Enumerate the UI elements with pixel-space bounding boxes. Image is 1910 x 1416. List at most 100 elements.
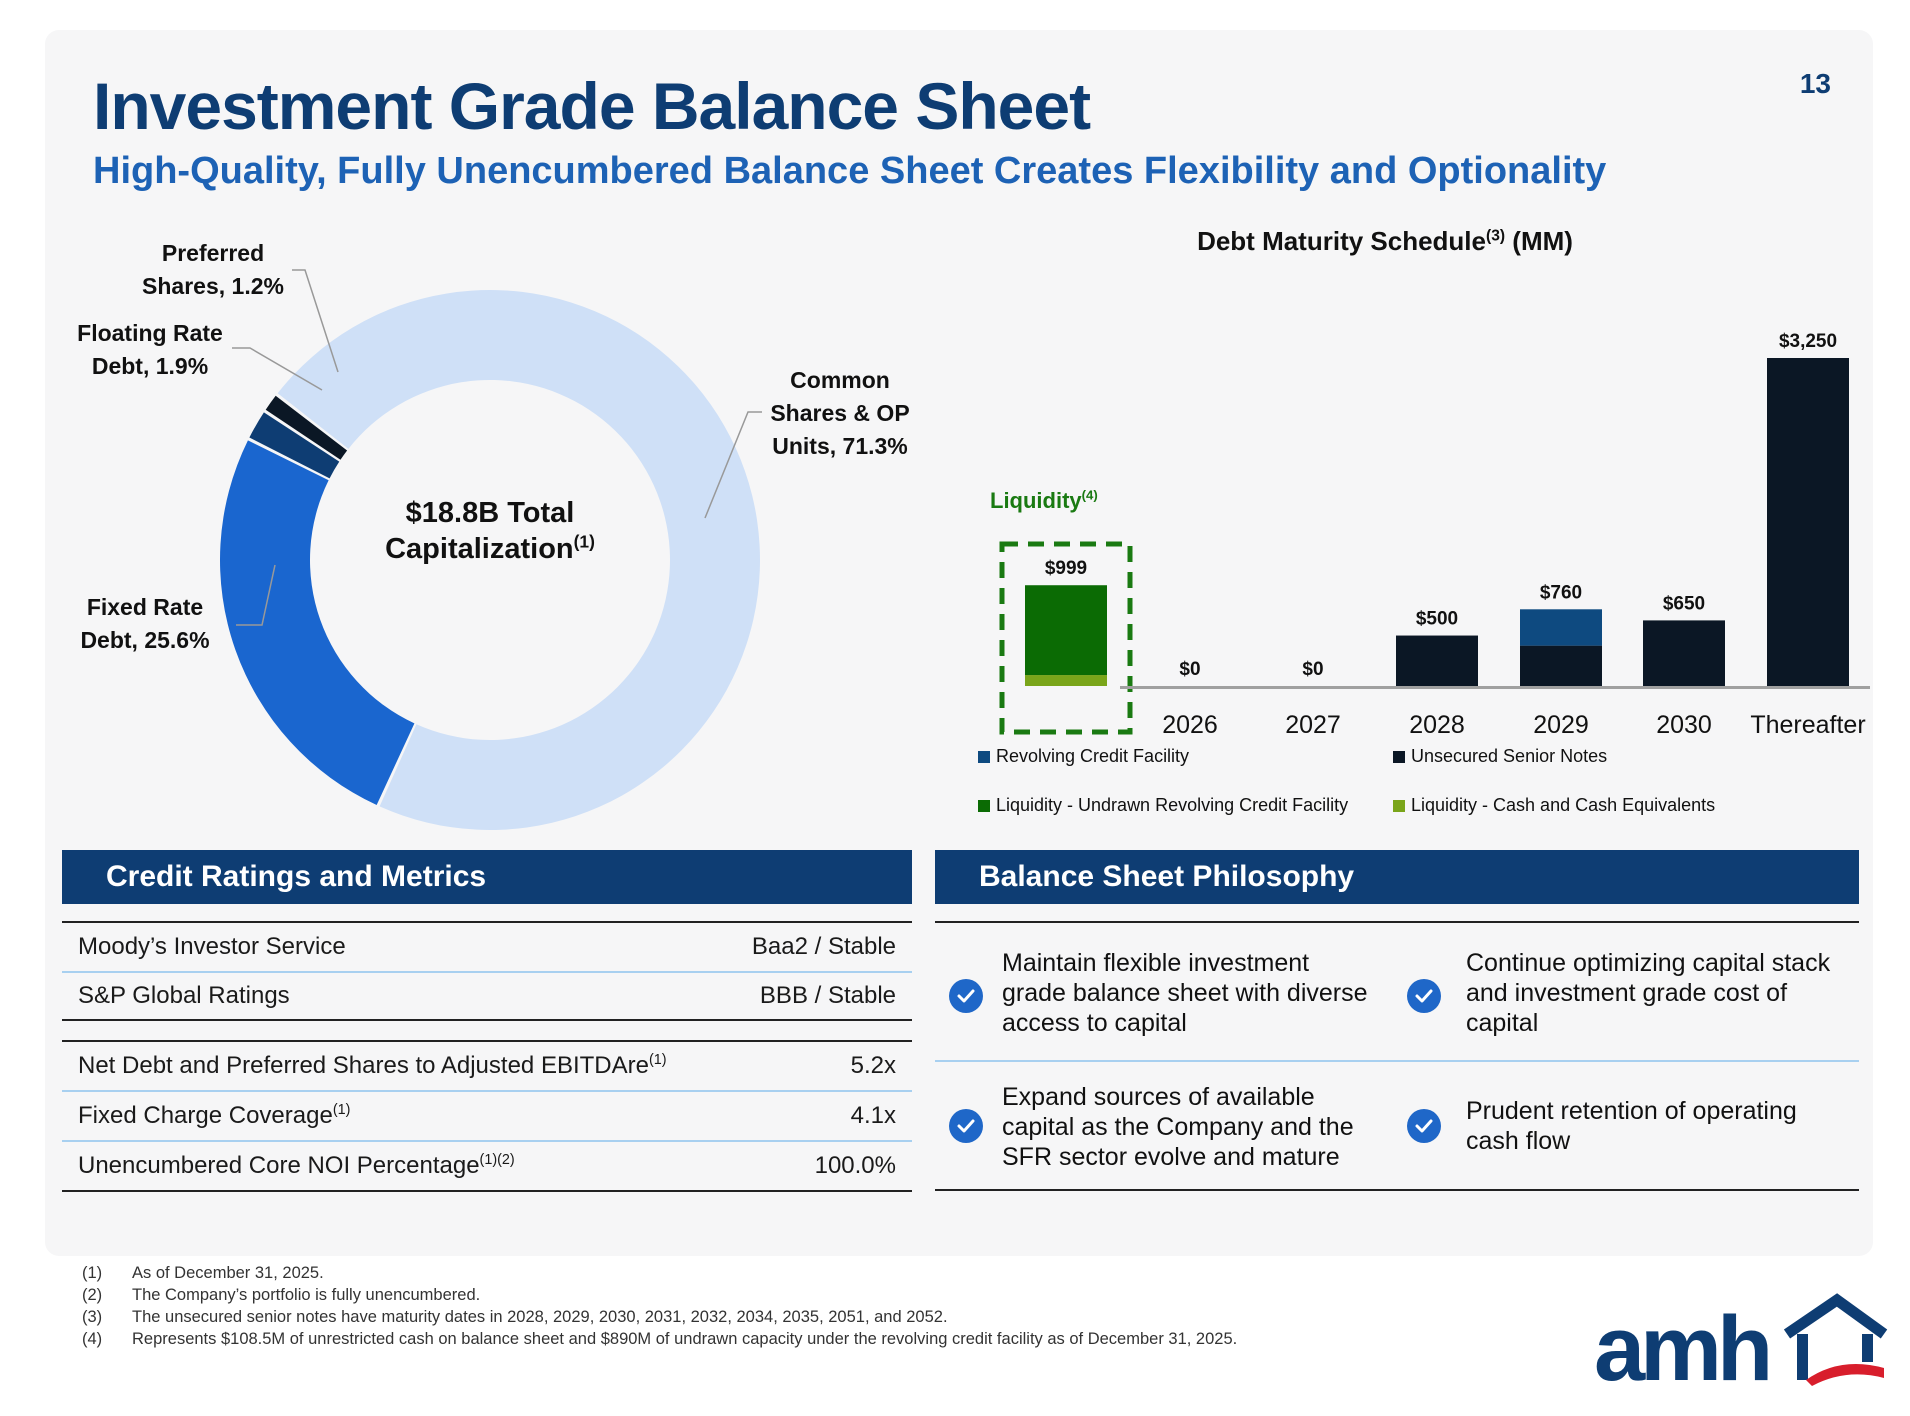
check-circle-icon — [1407, 1109, 1441, 1143]
donut-slice-floating-rate — [249, 412, 340, 479]
liquidity-label: Liquidity(4) — [990, 488, 1098, 514]
debt-maturity-bar-chart: $999 $0 2026 $0 2027 $500 2028 $760 2029 $650 2030… — [999, 331, 1870, 739]
check-icon — [1415, 1119, 1433, 1133]
legend-swatch-revolving — [978, 750, 990, 763]
metric-row-unencumbered: Unencumbered Core NOI Percentage(1)(2) 1… — [62, 1142, 912, 1190]
philosophy-line: Prudent retention of operating — [1466, 1097, 1797, 1125]
legend-label-unsecured: Unsecured Senior Notes — [1411, 746, 1608, 766]
x-tick-thereafter: Thereafter — [1750, 711, 1865, 739]
slice-label-fixed-line2: Debt, 25.6% — [80, 627, 210, 653]
legend-item-cash: Liquidity - Cash and Cash Equivalents — [1393, 795, 1715, 816]
metric-row-fixed-charge: Fixed Charge Coverage(1) 4.1x — [62, 1092, 912, 1140]
bar-2030-unsecured-senior-notes — [1643, 620, 1725, 686]
x-tick-2027: 2027 — [1285, 711, 1341, 739]
amh-logo: amh — [1594, 1293, 1888, 1400]
metric-value: 4.1x — [850, 1102, 896, 1129]
metric-label: Fixed Charge Coverage(1) — [78, 1102, 350, 1130]
credit-rule-mid — [62, 971, 912, 973]
footnote-number: (3) — [82, 1308, 103, 1326]
slice-label-common-line1: Common — [790, 367, 890, 393]
credit-rule-bottom — [62, 1190, 912, 1192]
legend-item-undrawn: Liquidity - Undrawn Revolving Credit Fac… — [978, 795, 1348, 816]
x-tick-2028: 2028 — [1409, 711, 1465, 739]
philosophy-line: access to capital — [1002, 1009, 1187, 1037]
legend-item-revolving: Revolving Credit Facility — [978, 746, 1189, 767]
slice-label-floating: Floating Rate Debt, 1.9% — [60, 317, 240, 383]
philosophy-panel-header: Balance Sheet Philosophy — [935, 850, 1859, 904]
donut-svg — [220, 290, 760, 830]
liquidity-label-footnote: (4) — [1081, 487, 1098, 503]
metric-footnote: (1) — [648, 1052, 667, 1068]
philosophy-line: Expand sources of available — [1002, 1083, 1315, 1111]
metric-row-net-debt: Net Debt and Preferred Shares to Adjuste… — [62, 1042, 912, 1090]
debt-maturity-title-text: Debt Maturity Schedule — [1197, 226, 1486, 256]
data-label-2030: $650 — [1663, 593, 1705, 614]
slice-label-common-line2: Shares & OP — [770, 400, 910, 426]
metric-value: 5.2x — [850, 1052, 896, 1079]
data-label-2028: $500 — [1416, 609, 1458, 630]
credit-rule-top — [62, 921, 912, 923]
page-subtitle: High-Quality, Fully Unencumbered Balance… — [93, 150, 1607, 192]
bar-2029-revolving-credit-facility — [1520, 609, 1602, 646]
page-number: 13 — [1799, 68, 1831, 99]
data-label-liquidity: $999 — [1045, 558, 1087, 579]
footnote-number: (1) — [82, 1264, 103, 1282]
x-tick-2030: 2030 — [1656, 711, 1712, 739]
legend-swatch-undrawn — [978, 799, 990, 812]
capitalization-donut-chart: $18.8B Total Capitalization(1) — [220, 290, 760, 830]
philosophy-rule-top — [935, 921, 1859, 923]
rating-row-moodys: Moody’s Investor Service Baa2 / Stable — [62, 923, 912, 971]
slice-label-fixed: Fixed Rate Debt, 25.6% — [60, 591, 230, 657]
metric-footnote: (1) — [332, 1102, 351, 1118]
bar-liquidity-liquidity-undrawn-revolving-credit-facility — [1025, 585, 1107, 676]
slice-label-floating-line2: Debt, 1.9% — [91, 353, 209, 379]
check-circle-icon — [949, 1109, 983, 1143]
x-tick-2026: 2026 — [1162, 711, 1218, 739]
slice-label-common-line3: Units, 71.3% — [772, 433, 908, 459]
metric-footnote: (1)(2) — [479, 1152, 515, 1168]
donut-center-line2-text: Capitalization — [385, 533, 574, 565]
footnote-text: The unsecured senior notes have maturity… — [132, 1308, 948, 1326]
footnote-4: (4) Represents $108.5M of unrestricted ca… — [82, 1328, 1237, 1350]
legend-label-undrawn: Liquidity - Undrawn Revolving Credit Fac… — [996, 795, 1349, 815]
check-circle-icon — [949, 979, 983, 1013]
rating-label: S&P Global Ratings — [78, 982, 290, 1009]
donut-slice-fixed-rate — [220, 440, 415, 806]
slice-label-fixed-line1: Fixed Rate — [86, 594, 204, 620]
slice-label-floating-line1: Floating Rate — [77, 320, 223, 346]
check-icon — [957, 989, 975, 1003]
metric-label: Unencumbered Core NOI Percentage(1)(2) — [78, 1152, 515, 1180]
bar-liquidity-liquidity-cash-and-cash-equivalents — [1025, 675, 1107, 686]
data-label-2026: $0 — [1179, 659, 1200, 680]
footnote-text: Represents $108.5M of unrestricted cash … — [132, 1330, 1238, 1348]
metric-label-text: Unencumbered Core NOI Percentage — [78, 1152, 480, 1179]
logo-text: amh — [1594, 1298, 1768, 1400]
credit-rule-mid2 — [62, 1090, 912, 1092]
philosophy-item-4: Prudent retention of operating cash flow — [1466, 1096, 1797, 1156]
footnote-number: (4) — [82, 1330, 103, 1348]
legend-item-unsecured: Unsecured Senior Notes — [1393, 746, 1607, 767]
credit-rule-metrics-top — [62, 1040, 912, 1042]
footnotes: (1) As of December 31, 2025. (2) The Compa… — [82, 1262, 1237, 1350]
donut-slice-common — [277, 290, 760, 830]
slice-label-preferred: Preferred Shares, 1.2% — [128, 237, 298, 303]
philosophy-item-2: Continue optimizing capital stack and in… — [1466, 948, 1830, 1038]
x-tick-2029: 2029 — [1533, 711, 1589, 739]
data-label-thereafter: $3,250 — [1779, 331, 1837, 352]
philosophy-item-1: Maintain flexible investment grade balan… — [1002, 948, 1368, 1038]
footnote-2: (2) The Company’s portfolio is fully unen… — [82, 1284, 1237, 1306]
data-label-2029: $760 — [1540, 582, 1582, 603]
metric-label-text: Net Debt and Preferred Shares to Adjuste… — [78, 1052, 649, 1079]
philosophy-line: Continue optimizing capital stack — [1466, 949, 1831, 977]
philosophy-line: Maintain flexible investment — [1002, 949, 1310, 977]
donut-center-footnote: (1) — [573, 531, 595, 552]
footnote-text: The Company’s portfolio is fully unencum… — [132, 1286, 481, 1304]
philosophy-item-3: Expand sources of available capital as t… — [1002, 1082, 1354, 1172]
philosophy-line: capital — [1466, 1009, 1539, 1037]
philosophy-line: cash flow — [1466, 1127, 1571, 1155]
legend-swatch-unsecured — [1393, 750, 1405, 763]
footnote-3: (3) The unsecured senior notes have matur… — [82, 1306, 1237, 1328]
slice-label-preferred-line1: Preferred — [161, 240, 265, 266]
debt-maturity-title-unit: (MM) — [1512, 226, 1573, 256]
philosophy-line: SFR sector evolve and mature — [1002, 1143, 1340, 1171]
